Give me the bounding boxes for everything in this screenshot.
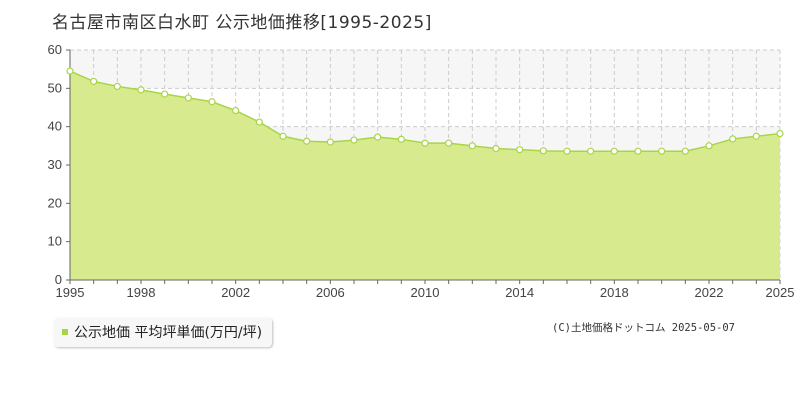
data-point [421,139,429,147]
y-tick-label: 10 [48,234,62,249]
data-point [539,147,547,155]
data-point [729,135,737,143]
data-point [776,129,784,138]
data-point [468,142,476,150]
data-point [326,138,334,146]
x-tick-label: 1998 [127,285,156,300]
legend-label: 公示地価 平均坪単価(万円/坪) [74,325,263,341]
data-point [563,147,571,155]
series-area [70,71,780,280]
data-point [587,147,595,155]
data-point [303,137,311,145]
data-point [752,132,760,140]
y-tick-label: 50 [48,80,62,95]
x-tick-label: 2014 [505,285,534,300]
data-point [445,139,453,147]
y-tick-label: 60 [48,42,62,57]
data-point [255,118,263,126]
x-tick-label: 2022 [695,285,724,300]
data-point [681,147,689,155]
data-point [113,82,121,91]
x-tick-label: 1995 [56,285,85,300]
data-point [208,98,216,106]
data-point [610,147,618,155]
grid-band [70,50,780,89]
x-tick-label: 2025 [766,285,795,300]
x-tick-label: 2006 [316,285,345,300]
data-point [161,90,169,98]
data-point [232,106,240,115]
data-point [66,67,74,75]
y-tick-label: 0 [55,272,62,287]
x-tick-label: 2002 [221,285,250,300]
chart-title: 名古屋市南区白水町 公示地価推移[1995-2025] [52,13,432,33]
data-point [90,77,98,86]
legend: 公示地価 平均坪単価(万円/坪) [54,318,273,347]
x-tick-label: 2010 [411,285,440,300]
data-point [492,144,500,153]
data-point [516,146,524,154]
data-point [184,94,192,102]
copyright-text: (C)土地価格ドットコム 2025-05-07 [552,322,736,334]
y-tick-label: 30 [48,157,62,172]
data-point [137,86,145,94]
data-point [374,133,382,141]
y-tick-label: 40 [48,119,62,134]
y-tick-label: 20 [48,195,62,210]
data-point [705,142,713,150]
legend-swatch [62,329,68,335]
data-point [634,147,642,155]
x-tick-label: 2018 [600,285,629,300]
data-point [658,147,666,155]
data-point [397,135,405,143]
data-point [279,132,287,140]
data-point [350,136,358,144]
